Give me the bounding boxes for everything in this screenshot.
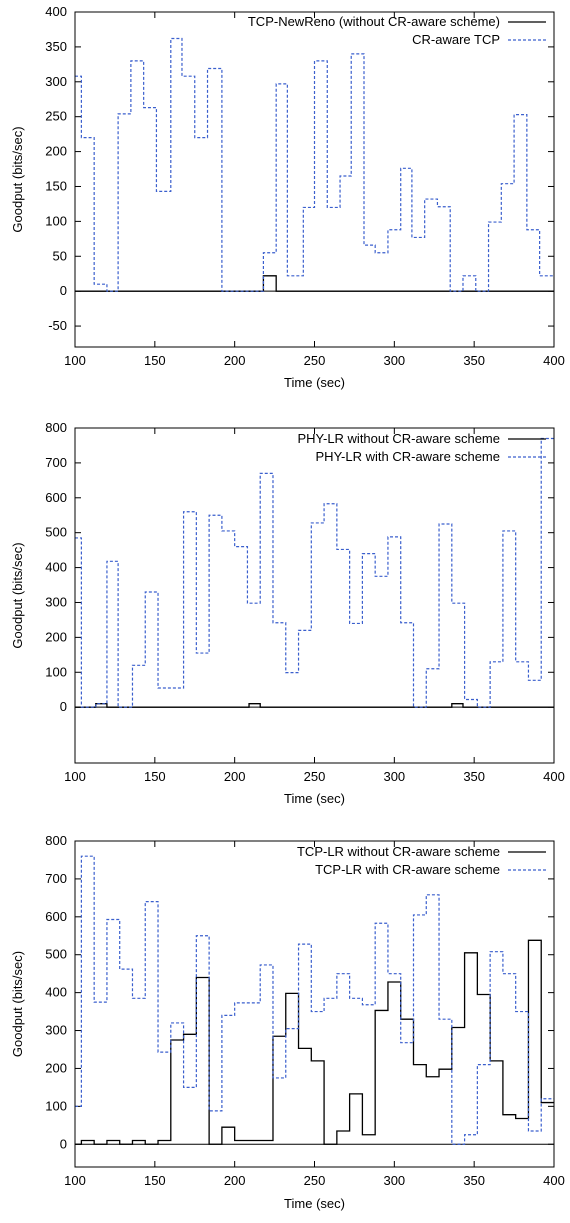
series-line-2: [75, 437, 554, 708]
series-line-1: [75, 703, 554, 708]
y-tick-label: 700: [45, 871, 67, 886]
x-tick-label: 200: [224, 1173, 246, 1188]
series-line-1: [75, 275, 554, 292]
x-tick-label: 350: [463, 1173, 485, 1188]
y-axis-label: Goodput (bits/sec): [10, 126, 25, 232]
y-tick-label: 50: [53, 248, 67, 263]
x-tick-label: 250: [304, 769, 326, 784]
y-tick-label: 300: [45, 594, 67, 609]
y-tick-label: 800: [45, 420, 67, 435]
legend-label: TCP-NewReno (without CR-aware scheme): [248, 14, 500, 29]
y-tick-label: 0: [60, 1136, 67, 1151]
y-tick-label: 500: [45, 947, 67, 962]
x-tick-label: 100: [64, 1173, 86, 1188]
x-tick-label: 100: [64, 769, 86, 784]
chart-panel-2: 0 100 200 300 400 500 600 700 800 100 150 200 250 300…: [0, 412, 570, 815]
legend-label: TCP-LR with CR-aware scheme: [315, 862, 500, 877]
x-tick-label: 350: [463, 769, 485, 784]
legend-label: PHY-LR with CR-aware scheme: [316, 449, 500, 464]
chart-3-svg: 0 100 200 300 400 500 600 700 800 100 150 200 250 300…: [10, 833, 565, 1211]
y-tick-label: 200: [45, 144, 67, 159]
y-tick-label: 500: [45, 525, 67, 540]
plot-frame: [74, 840, 555, 1168]
y-tick-label: 700: [45, 455, 67, 470]
y-tick-label: 400: [45, 560, 67, 575]
x-tick-label: 400: [543, 1173, 565, 1188]
x-axis-label: Time (sec): [284, 375, 345, 390]
chart-1-svg: -50 0 50 100 150 200 250 300 350 400 100 150 200 250 3…: [10, 4, 565, 390]
series-line-2: [75, 37, 554, 292]
chart-panel-1: -50 0 50 100 150 200 250 300 350 400 100 150 200 250 3…: [0, 0, 570, 400]
x-tick-label: 350: [463, 353, 485, 368]
y-tick-label: 300: [45, 74, 67, 89]
legend-label: CR-aware TCP: [412, 32, 500, 47]
series-line-1: [75, 939, 554, 1145]
y-tick-label: 200: [45, 1060, 67, 1075]
x-tick-label: 100: [64, 353, 86, 368]
y-tick-label: 100: [45, 1098, 67, 1113]
x-tick-label: 400: [543, 353, 565, 368]
y-tick-label: 400: [45, 985, 67, 1000]
y-tick-label: 100: [45, 664, 67, 679]
y-tick-label: 100: [45, 213, 67, 228]
x-tick-label: 300: [383, 353, 405, 368]
x-axis-label: Time (sec): [284, 791, 345, 806]
x-tick-label: 200: [224, 353, 246, 368]
x-tick-label: 150: [144, 1173, 166, 1188]
chart-2-svg: 0 100 200 300 400 500 600 700 800 100 150 200 250 300…: [10, 420, 565, 806]
y-tick-label: 800: [45, 833, 67, 848]
y-axis-label: Goodput (bits/sec): [10, 542, 25, 648]
y-tick-label: -50: [48, 318, 67, 333]
y-tick-label: 0: [60, 699, 67, 714]
x-tick-label: 300: [383, 769, 405, 784]
y-axis-label: Goodput (bits/sec): [10, 951, 25, 1057]
x-tick-label: 200: [224, 769, 246, 784]
x-tick-label: 250: [304, 1173, 326, 1188]
plot-frame: [74, 11, 555, 348]
x-axis-label: Time (sec): [284, 1196, 345, 1211]
x-tick-label: 150: [144, 769, 166, 784]
legend-label: PHY-LR without CR-aware scheme: [297, 431, 500, 446]
y-tick-label: 0: [60, 283, 67, 298]
y-tick-label: 200: [45, 629, 67, 644]
x-tick-label: 300: [383, 1173, 405, 1188]
plot-frame: [74, 427, 555, 764]
y-tick-label: 600: [45, 909, 67, 924]
y-tick-label: 150: [45, 178, 67, 193]
series-line-2: [75, 855, 554, 1145]
y-tick-label: 600: [45, 490, 67, 505]
chart-panel-3: 0 100 200 300 400 500 600 700 800 100 150 200 250 300…: [0, 827, 570, 1218]
x-tick-label: 400: [543, 769, 565, 784]
y-tick-label: 250: [45, 109, 67, 124]
x-tick-label: 150: [144, 353, 166, 368]
legend-label: TCP-LR without CR-aware scheme: [297, 844, 500, 859]
y-tick-label: 400: [45, 4, 67, 19]
y-tick-label: 300: [45, 1023, 67, 1038]
x-tick-label: 250: [304, 353, 326, 368]
y-tick-label: 350: [45, 39, 67, 54]
